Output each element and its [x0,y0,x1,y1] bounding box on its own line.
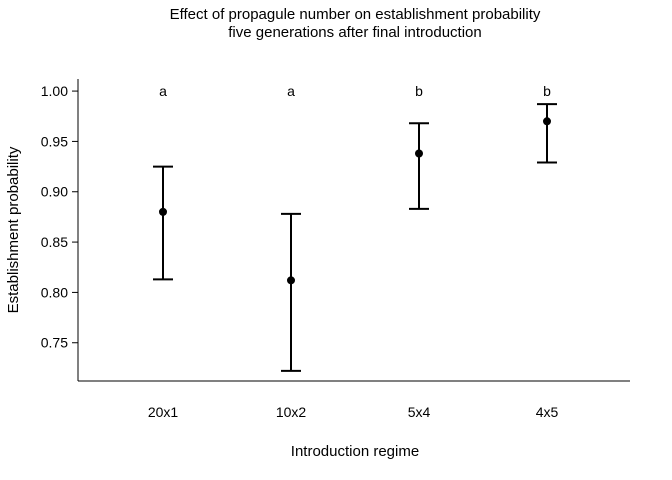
y-axis-ticks: 0.75 0.80 0.85 0.90 0.95 1.00 [41,83,78,351]
x-tick-label: 20x1 [148,404,179,420]
chart-subtitle: five generations after final introductio… [228,24,481,41]
data-point [159,207,167,216]
x-tick-label: 10x2 [276,404,307,420]
y-tick-label: 0.95 [41,133,68,149]
significance-letter: b [543,83,551,99]
y-tick-label: 0.75 [41,335,68,351]
x-tick-label: 4x5 [536,404,559,420]
data-point [415,149,423,158]
data-point [287,276,295,285]
y-axis-label: Establishment probability [5,146,22,313]
y-tick-label: 0.90 [41,184,68,200]
significance-letter: b [415,83,423,99]
y-tick-label: 1.00 [41,83,68,99]
x-axis-label: Introduction regime [291,443,419,460]
y-tick-label: 0.85 [41,234,68,250]
y-tick-label: 0.80 [41,284,68,300]
significance-letter: a [287,83,295,99]
data-point [543,117,551,126]
x-axis-ticks: 20x1 10x2 5x4 4x5 [148,404,559,420]
significance-letter: a [159,83,167,99]
x-tick-label: 5x4 [408,404,431,420]
chart-title: Effect of propagule number on establishm… [170,6,541,23]
